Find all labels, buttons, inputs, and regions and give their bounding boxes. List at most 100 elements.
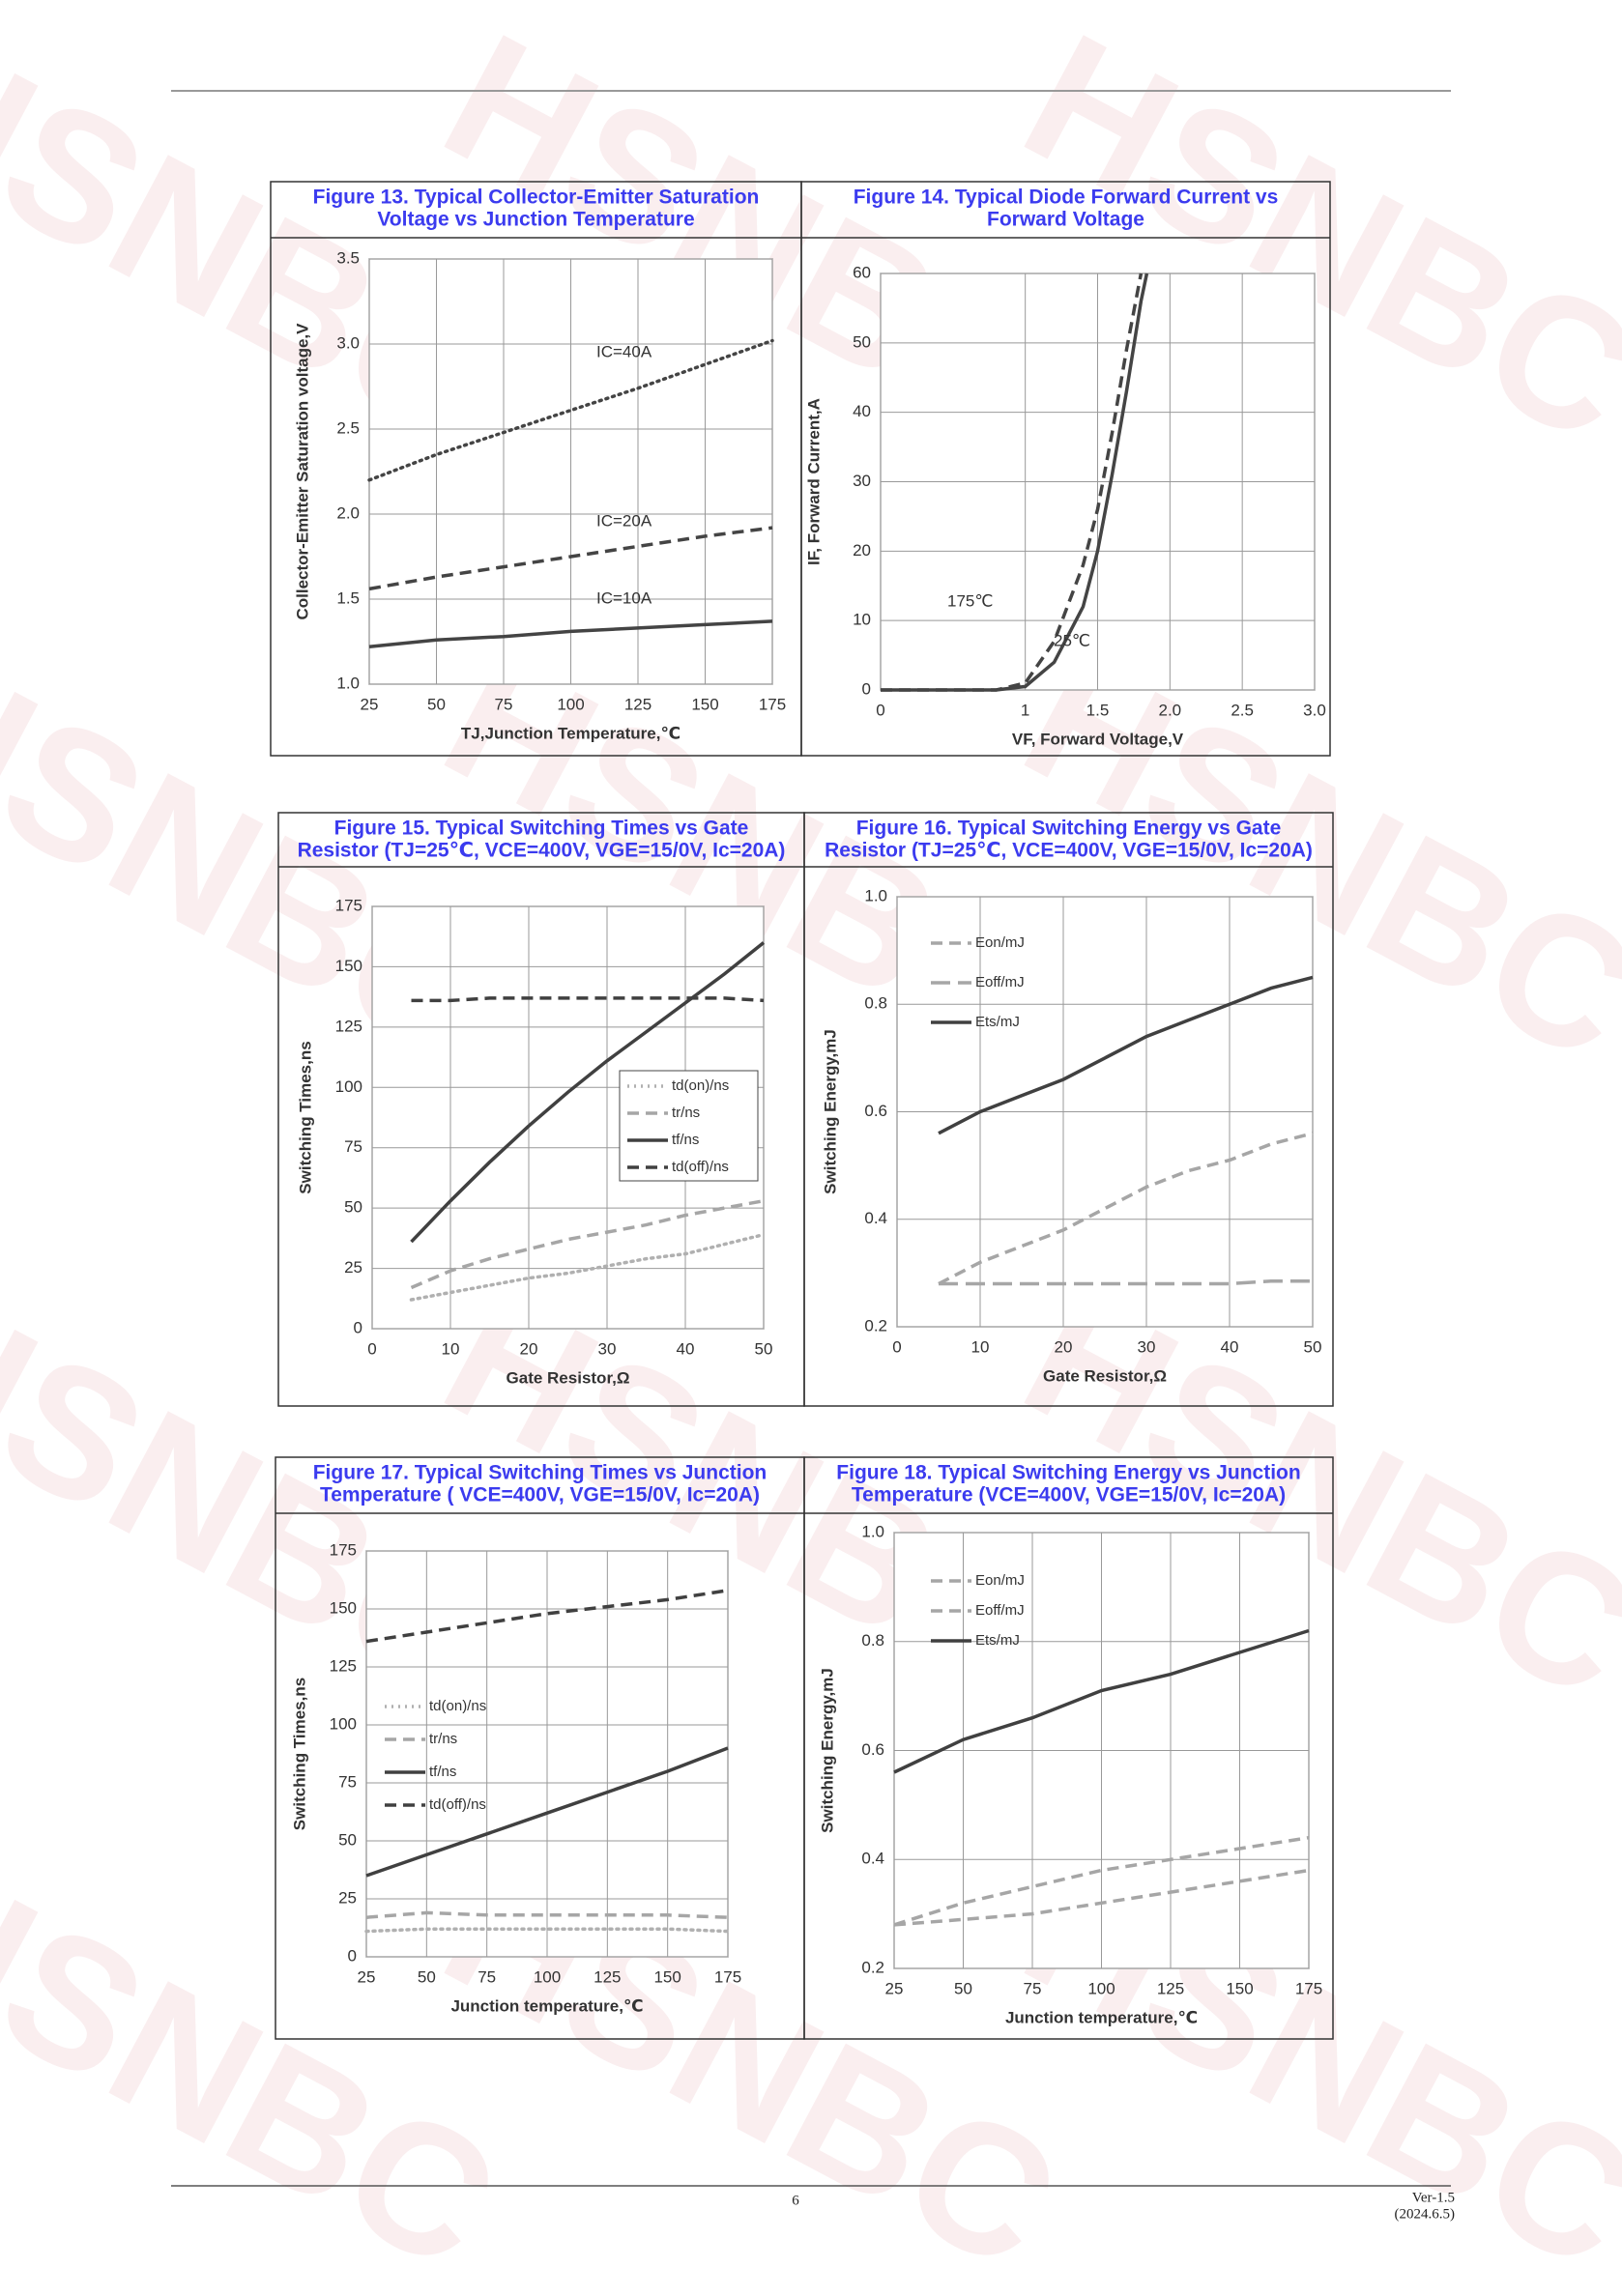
x-tick-label: 20 (1055, 1337, 1073, 1356)
y-tick-label: 60 (853, 263, 871, 281)
y-tick-label: 0.4 (861, 1850, 884, 1868)
figure-title: Temperature ( VCE=400V, VGE=15/0V, Ic=20… (320, 1484, 760, 1507)
y-tick-label: 175 (335, 896, 362, 914)
y-axis-label: Switching Times,ns (290, 1678, 308, 1830)
x-axis-label: VF, Forward Voltage,V (1012, 730, 1184, 748)
y-tick-label: 3.0 (336, 333, 360, 352)
figure-title: Figure 16. Typical Switching Energy vs G… (856, 818, 1282, 840)
y-tick-label: 50 (853, 332, 871, 351)
series-line (881, 273, 1144, 692)
y-tick-label: 0.6 (861, 1740, 884, 1759)
y-tick-label: 0.8 (861, 1631, 884, 1650)
series-label: 25℃ (1054, 631, 1090, 649)
x-tick-label: 2.0 (1159, 701, 1182, 719)
x-tick-label: 3.0 (1303, 701, 1326, 719)
legend-label: tf/ns (672, 1132, 699, 1148)
figure-title: Figure 18. Typical Switching Energy vs J… (836, 1462, 1300, 1484)
y-tick-label: 50 (338, 1830, 357, 1849)
x-tick-label: 175 (1295, 1979, 1322, 1997)
x-tick-label: 50 (427, 695, 446, 713)
series-line (368, 526, 773, 591)
y-tick-label: 10 (853, 611, 871, 629)
legend-label: td(on)/ns (429, 1698, 486, 1714)
y-axis-label: Switching Times,ns (296, 1041, 314, 1193)
series-line (893, 1868, 1310, 1927)
x-tick-label: 25 (885, 1979, 904, 1997)
series-line (365, 1746, 729, 1878)
page-number: 6 (792, 2193, 799, 2208)
figure-title: Resistor (TJ=25℃, VCE=400V, VGE=15/0V, I… (298, 840, 786, 862)
figure-title: Figure 13. Typical Collector-Emitter Sat… (313, 187, 760, 209)
figure-title: Figure 15. Typical Switching Times vs Ga… (334, 818, 749, 840)
legend-label: Eon/mJ (975, 1572, 1025, 1589)
legend-label: td(on)/ns (672, 1077, 729, 1094)
y-axis-label: Switching Energy,mJ (818, 1668, 836, 1833)
y-tick-label: 0 (862, 679, 871, 698)
y-tick-label: 0 (354, 1318, 362, 1336)
version-date: (2024.6.5) (1395, 2206, 1456, 2222)
x-tick-label: 150 (653, 1967, 681, 1986)
x-tick-label: 2.5 (1231, 701, 1254, 719)
x-tick-label: 50 (418, 1967, 436, 1986)
series-line (365, 1910, 729, 1919)
x-tick-label: 150 (1226, 1979, 1253, 1997)
x-tick-label: 100 (557, 695, 584, 713)
series-label: IC=20A (596, 511, 652, 530)
x-tick-label: 10 (971, 1337, 990, 1356)
x-tick-label: 0 (892, 1337, 901, 1356)
y-tick-label: 0.4 (864, 1209, 887, 1227)
x-tick-label: 30 (598, 1339, 617, 1358)
x-tick-label: 75 (478, 1967, 496, 1986)
y-tick-label: 25 (344, 1258, 362, 1277)
series-label: 175℃ (947, 591, 993, 610)
y-tick-label: 50 (344, 1198, 362, 1217)
y-tick-label: 0 (348, 1946, 357, 1965)
series-line (409, 1232, 766, 1302)
y-tick-label: 2.5 (336, 418, 360, 437)
x-tick-label: 1 (1021, 701, 1029, 719)
figure-title: Figure 17. Typical Switching Times vs Ju… (313, 1462, 768, 1484)
series-line (939, 1278, 1313, 1286)
y-tick-label: 125 (335, 1017, 362, 1035)
y-tick-label: 0.2 (861, 1958, 884, 1976)
legend-label: Ets/mJ (975, 1632, 1020, 1649)
y-tick-label: 1.0 (864, 886, 887, 904)
series-line (881, 273, 1149, 692)
figure-panel (803, 1456, 1334, 2040)
y-tick-label: 25 (338, 1888, 357, 1907)
y-tick-label: 1.0 (861, 1522, 884, 1540)
y-tick-label: 125 (330, 1656, 357, 1675)
legend-label: td(off)/ns (672, 1159, 729, 1175)
x-tick-label: 50 (1304, 1337, 1322, 1356)
legend-label: tr/ns (429, 1731, 457, 1747)
x-tick-label: 40 (1221, 1337, 1239, 1356)
legend-label: Ets/mJ (975, 1014, 1020, 1030)
y-tick-label: 1.5 (336, 588, 360, 607)
figure-title: Resistor (TJ=25℃, VCE=400V, VGE=15/0V, I… (825, 840, 1313, 862)
figure-title: Voltage vs Junction Temperature (377, 209, 694, 231)
y-tick-label: 40 (853, 402, 871, 420)
x-tick-label: 30 (1138, 1337, 1156, 1356)
y-tick-label: 0.2 (864, 1316, 887, 1335)
y-tick-label: 75 (344, 1137, 362, 1156)
y-tick-label: 20 (853, 541, 871, 560)
legend-label: tr/ns (672, 1105, 700, 1121)
version: Ver-1.5 (1412, 2190, 1455, 2205)
series-line (410, 1198, 765, 1290)
x-tick-label: 100 (1087, 1979, 1115, 1997)
y-tick-label: 175 (330, 1540, 357, 1559)
x-tick-label: 150 (691, 695, 718, 713)
series-line (365, 1589, 729, 1644)
series-line (411, 996, 765, 1003)
series-line (938, 1132, 1314, 1286)
x-tick-label: 175 (714, 1967, 741, 1986)
series-line (893, 1628, 1310, 1774)
x-tick-label: 0 (876, 701, 884, 719)
x-tick-label: 125 (594, 1967, 621, 1986)
figure-title: Forward Voltage (987, 209, 1144, 231)
x-tick-label: 1.5 (1086, 701, 1110, 719)
y-tick-label: 0.8 (864, 994, 887, 1013)
x-tick-label: 25 (361, 695, 379, 713)
